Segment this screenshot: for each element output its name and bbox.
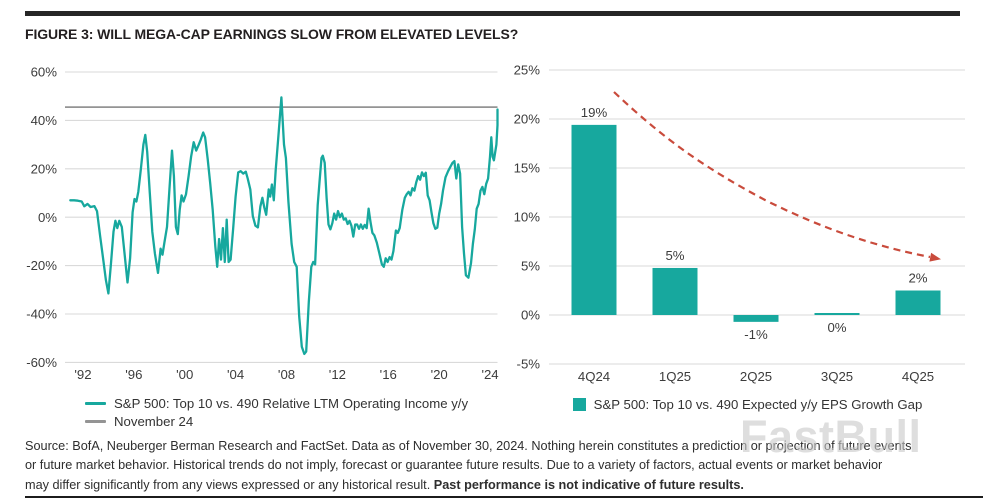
category-label: 2Q25: [740, 369, 772, 384]
bar-value-label: 2%: [908, 271, 927, 286]
x-axis-tick-label: '24: [481, 367, 498, 382]
figure-title: FIGURE 3: WILL MEGA-CAP EARNINGS SLOW FR…: [25, 26, 519, 42]
bar: [895, 290, 941, 315]
source-line-normal: may differ significantly from any views …: [25, 477, 434, 492]
y-axis-tick-label: -20%: [26, 258, 57, 273]
y-axis-tick-label: 25%: [514, 63, 541, 78]
x-axis-tick-label: '08: [278, 367, 295, 382]
legend-label: November 24: [114, 414, 194, 429]
source-line: Source: BofA, Neuberger Berman Research …: [25, 439, 912, 453]
x-axis-tick-label: '92: [74, 367, 91, 382]
teal-square-swatch: [572, 398, 586, 411]
arrowhead-icon: [929, 252, 941, 262]
gray-line-swatch: [85, 420, 106, 423]
y-axis-tick-label: 20%: [514, 112, 541, 127]
source-line: or future market behavior. Historical tr…: [25, 458, 883, 473]
category-label: 4Q25: [902, 369, 934, 384]
legend-item: S&P 500: Top 10 vs. 490 Expected y/y EPS…: [572, 396, 923, 413]
y-axis-tick-label: 60%: [31, 65, 58, 80]
bottom-rule: [25, 496, 983, 498]
y-axis-tick-label: 10%: [514, 210, 541, 225]
y-axis-tick-label: 15%: [514, 161, 541, 176]
past-performance-disclaimer: Past performance is not indicative of fu…: [433, 477, 744, 492]
y-axis-tick-label: 5%: [521, 259, 540, 274]
source-line: may differ significantly from any views …: [25, 476, 912, 495]
x-axis-tick-label: '00: [176, 367, 193, 382]
bar-value-label: 19%: [581, 105, 608, 120]
category-label: 3Q25: [821, 369, 853, 384]
bar: [814, 313, 860, 315]
y-axis-tick-label: 40%: [31, 113, 58, 128]
legend-item: November 24: [85, 413, 468, 430]
y-axis-tick-label: -60%: [26, 355, 57, 370]
legend-label: S&P 500: Top 10 vs. 490 Expected y/y EPS…: [593, 397, 923, 412]
bar-chart-legend: S&P 500: Top 10 vs. 490 Expected y/y EPS…: [515, 396, 980, 413]
bar-value-label: 0%: [827, 320, 846, 335]
category-label: 4Q24: [578, 369, 610, 384]
y-axis-tick-label: 0%: [521, 308, 540, 323]
y-axis-tick-label: 20%: [31, 161, 58, 176]
legend-item: S&P 500: Top 10 vs. 490 Relative LTM Ope…: [85, 395, 468, 412]
category-label: 1Q25: [659, 369, 691, 384]
bar: [571, 124, 617, 315]
teal-line-swatch: [85, 402, 106, 405]
x-axis-tick-label: '96: [125, 367, 142, 382]
bar: [652, 267, 698, 315]
declining-trend-arrow: [613, 91, 931, 259]
legend-label: S&P 500: Top 10 vs. 490 Relative LTM Ope…: [114, 396, 469, 411]
x-axis-tick-label: '16: [380, 367, 397, 382]
x-axis-tick-label: '04: [227, 367, 244, 382]
x-axis-tick-label: '12: [329, 367, 346, 382]
y-axis-tick-label: -40%: [26, 307, 57, 322]
y-axis-tick-label: 0%: [38, 210, 57, 225]
sp500-line-series: [69, 96, 499, 356]
bar-value-label: 5%: [665, 248, 684, 263]
bar-value-label: -1%: [744, 327, 768, 342]
x-axis-tick-label: '20: [431, 367, 448, 382]
y-axis-tick-label: -5%: [517, 357, 541, 372]
bar: [733, 315, 779, 322]
line-chart-legend: S&P 500: Top 10 vs. 490 Relative LTM Ope…: [85, 395, 468, 430]
source-text: Source: BofA, Neuberger Berman Research …: [25, 437, 912, 495]
top-rule: [25, 11, 960, 16]
